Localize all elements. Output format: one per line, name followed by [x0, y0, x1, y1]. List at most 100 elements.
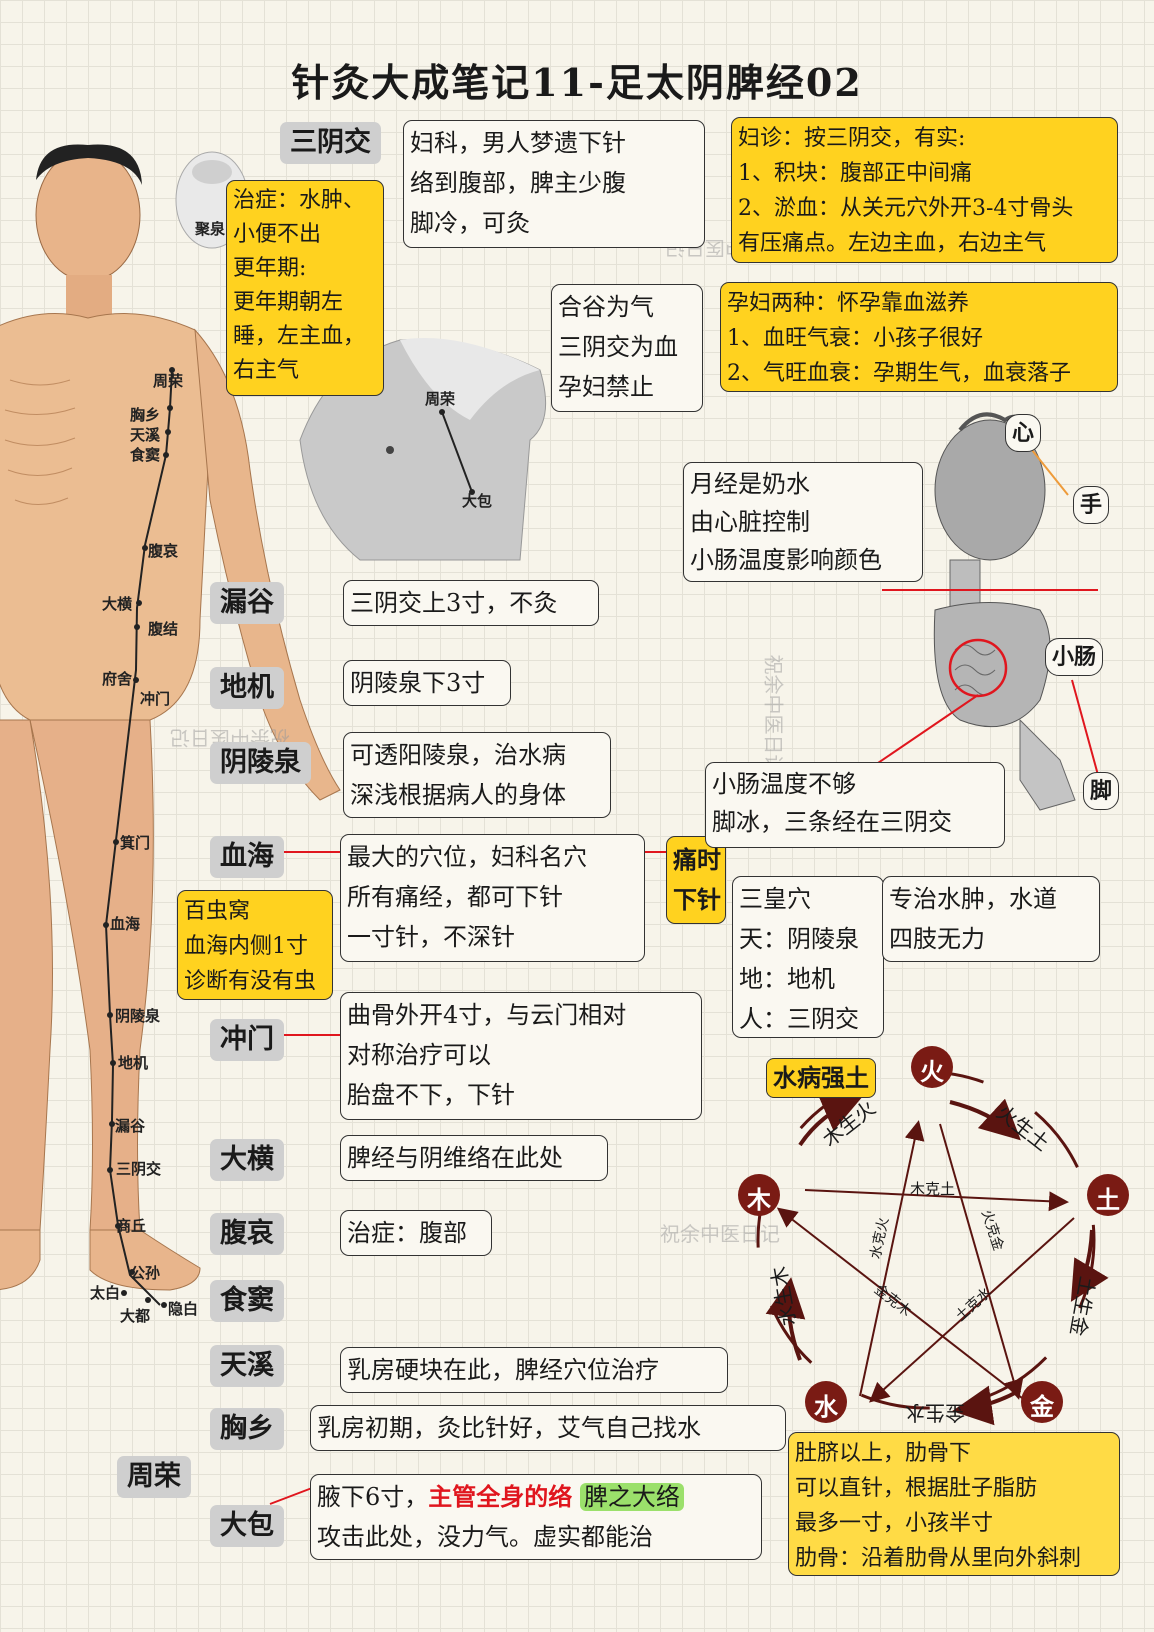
note-line: 小便不出: [233, 222, 322, 247]
note-xuehai: 最大的穴位，妇科名穴 所有痛经，都可下针 一寸针，不深针: [340, 834, 645, 962]
dabao-highlight: 主管全身的络: [428, 1482, 573, 1511]
acupoint-tag-xiongxiang: 胸乡: [210, 1408, 284, 1450]
note-zhizheng: 治症：水肿、 小便不出 更年期: 更年期朝左 睡，左主血， 右主气: [226, 180, 384, 396]
body-label: 腹结: [148, 620, 179, 638]
acupoint-tag-daheng: 大横: [210, 1139, 284, 1181]
body-label: 三阴交: [116, 1160, 162, 1178]
note-line: 专治水肿，水道: [889, 885, 1057, 913]
note-line: 月经是奶水: [690, 470, 810, 498]
body-label: 周荣: [153, 372, 184, 390]
body-label: 漏谷: [115, 1117, 146, 1135]
note-line: 脚冰，三条经在三阴交: [712, 808, 952, 836]
organ-illustration: [933, 412, 1076, 811]
note-line: 孕妇两种：怀孕靠血滋养: [727, 291, 970, 316]
note-line: 可以直针，根据肚子脂肪: [795, 1476, 1038, 1501]
note-line: 合谷为气: [558, 293, 654, 321]
note-fuzhen: 妇诊：按三阴交，有实: 1、积块：腹部正中间痛 2、淤血：从关元穴外开3-4寸骨…: [731, 117, 1118, 263]
watermark: 祝余中医日记: [660, 1222, 780, 1246]
body-label: 腹哀: [148, 542, 179, 560]
gen-metal-water: 金生水: [905, 1401, 965, 1425]
note-line: 肋骨：沿着肋骨从里向外斜刺: [795, 1546, 1082, 1571]
note-line: 更年期:: [233, 256, 307, 281]
label-shuibing-qiangtu: 水病强土: [766, 1058, 876, 1098]
note-line: 睡，左主血，: [233, 324, 366, 349]
note-line: 有压痛点。左边主血，右边主气: [738, 231, 1047, 256]
note-line: 络到腹部，脾主少腹: [410, 169, 626, 197]
note-line: 地：地机: [739, 965, 835, 993]
note-lougu: 三阴交上3寸，不灸: [343, 580, 599, 626]
note-line: 治症：水肿、: [233, 188, 366, 213]
note-line: 更年期朝左: [233, 290, 344, 315]
note-line: 四肢无力: [889, 925, 985, 953]
body-label: 隐白: [168, 1300, 199, 1318]
note-line: 曲骨外开4寸，与云门相对: [347, 1001, 627, 1029]
note-line: 天：阴陵泉: [739, 925, 859, 953]
acupoint-tag-zhourong: 周荣: [117, 1456, 191, 1498]
note-diji: 阴陵泉下3寸: [343, 660, 511, 706]
note-line: 对称治疗可以: [347, 1041, 491, 1069]
note-chongmen: 曲骨外开4寸，与云门相对 对称治疗可以 胎盘不下，下针: [340, 992, 702, 1120]
inset-label-dabao: 大包: [462, 492, 493, 510]
note-line: 可透阳陵泉，治水病: [350, 741, 566, 769]
note-line: 2、淤血：从关元穴外开3-4寸骨头: [738, 196, 1074, 221]
acupoint-tag-xuehai: 血海: [210, 836, 284, 878]
note-line: 痛时: [673, 845, 721, 874]
element-water: 水: [814, 1392, 838, 1421]
note-line: 所有痛经，都可下针: [347, 883, 563, 911]
face-label: 聚泉: [195, 220, 226, 238]
acupoint-tag-shidou: 食窦: [210, 1280, 284, 1322]
human-figure: [0, 144, 341, 1308]
body-label: 大横: [102, 595, 133, 613]
body-label: 公孙: [130, 1264, 161, 1282]
element-circles: [738, 1046, 1129, 1423]
element-wood: 木: [747, 1185, 771, 1214]
note-line: 孕妇禁止: [558, 373, 654, 401]
acupoint-tag-fuai: 腹哀: [210, 1213, 284, 1255]
note-tongshi: 痛时 下针: [666, 836, 726, 924]
note-line: 一寸针，不深针: [347, 923, 515, 951]
note-line: 1、积块：腹部正中间痛: [738, 161, 972, 186]
inset-label-zhourong: 周荣: [425, 390, 456, 408]
body-label: 天溪: [130, 426, 161, 444]
acupoint-tag-tianxi: 天溪: [210, 1345, 284, 1387]
note-line: 诊断有没有虫: [184, 969, 317, 994]
note-line: 人：三阴交: [739, 1005, 859, 1033]
body-label: 大都: [120, 1307, 151, 1325]
note-yuejing: 月经是奶水 由心脏控制 小肠温度影响颜色: [683, 462, 923, 582]
note-dabao: 腋下6寸，主管全身的络 脾之大络 攻击此处，没力气。虚实都能治: [310, 1474, 762, 1560]
acupoint-tag-dabao: 大包: [210, 1505, 284, 1547]
note-line: 右主气: [233, 358, 300, 383]
note-line: 脚冷，可灸: [410, 209, 530, 237]
body-label: 府舍: [102, 670, 133, 688]
acupoint-tag-lougu: 漏谷: [210, 582, 284, 624]
note-fuai: 治症：腹部: [340, 1210, 492, 1256]
organ-label-heart: 心: [1005, 414, 1042, 452]
body-label: 太白: [90, 1284, 121, 1302]
body-label: 食窦: [130, 446, 161, 464]
five-elements-diagram: [738, 1046, 1129, 1426]
note-needle: 肚脐以上，肋骨下 可以直针，根据肚子脂肪 最多一寸，小孩半寸 肋骨：沿着肋骨从里…: [788, 1432, 1120, 1576]
note-line: 下针: [673, 885, 721, 914]
note-line: 小肠温度影响颜色: [690, 546, 882, 574]
organ-label-hand: 手: [1073, 486, 1110, 524]
acupoint-tag-chongmen: 冲门: [210, 1019, 284, 1061]
note-xiaochang: 小肠温度不够 脚冰，三条经在三阴交: [705, 762, 1005, 848]
body-label: 地机: [118, 1054, 149, 1072]
note-tianxi: 乳房硬块在此，脾经穴位治疗: [340, 1347, 728, 1393]
connector-lines: [269, 444, 1099, 1505]
note-sanhuang-desc: 专治水肿，水道 四肢无力: [882, 876, 1100, 962]
note-line: 三皇穴: [739, 885, 811, 913]
note-line: 由心脏控制: [690, 508, 810, 536]
note-line: 攻击此处，没力气。虚实都能治: [317, 1523, 653, 1551]
note-sanyinjiao-desc: 妇科，男人梦遗下针 络到腹部，脾主少腹 脚冷，可灸: [403, 120, 705, 248]
note-yinlingquan: 可透阳陵泉，治水病 深浅根据病人的身体: [343, 732, 611, 818]
note-line: 肚脐以上，肋骨下: [795, 1441, 972, 1466]
organ-label-small-intestine: 小肠: [1045, 638, 1104, 676]
note-line: 腋下6寸，主管全身的络 脾之大络: [317, 1477, 755, 1517]
note-yunfu: 孕妇两种：怀孕靠血滋养 1、血旺气衰：小孩子很好 2、气旺血衰：孕期生气，血衰落…: [720, 282, 1118, 392]
generating-arrows: [765, 1094, 1109, 1426]
note-xiongxiang: 乳房初期，灸比针好，艾气自己找水: [310, 1405, 786, 1451]
note-line: 小肠温度不够: [712, 770, 856, 798]
body-label: 血海: [110, 915, 141, 933]
note-baichongwo: 百虫窝 血海内侧1寸 诊断有没有虫: [177, 890, 333, 1000]
